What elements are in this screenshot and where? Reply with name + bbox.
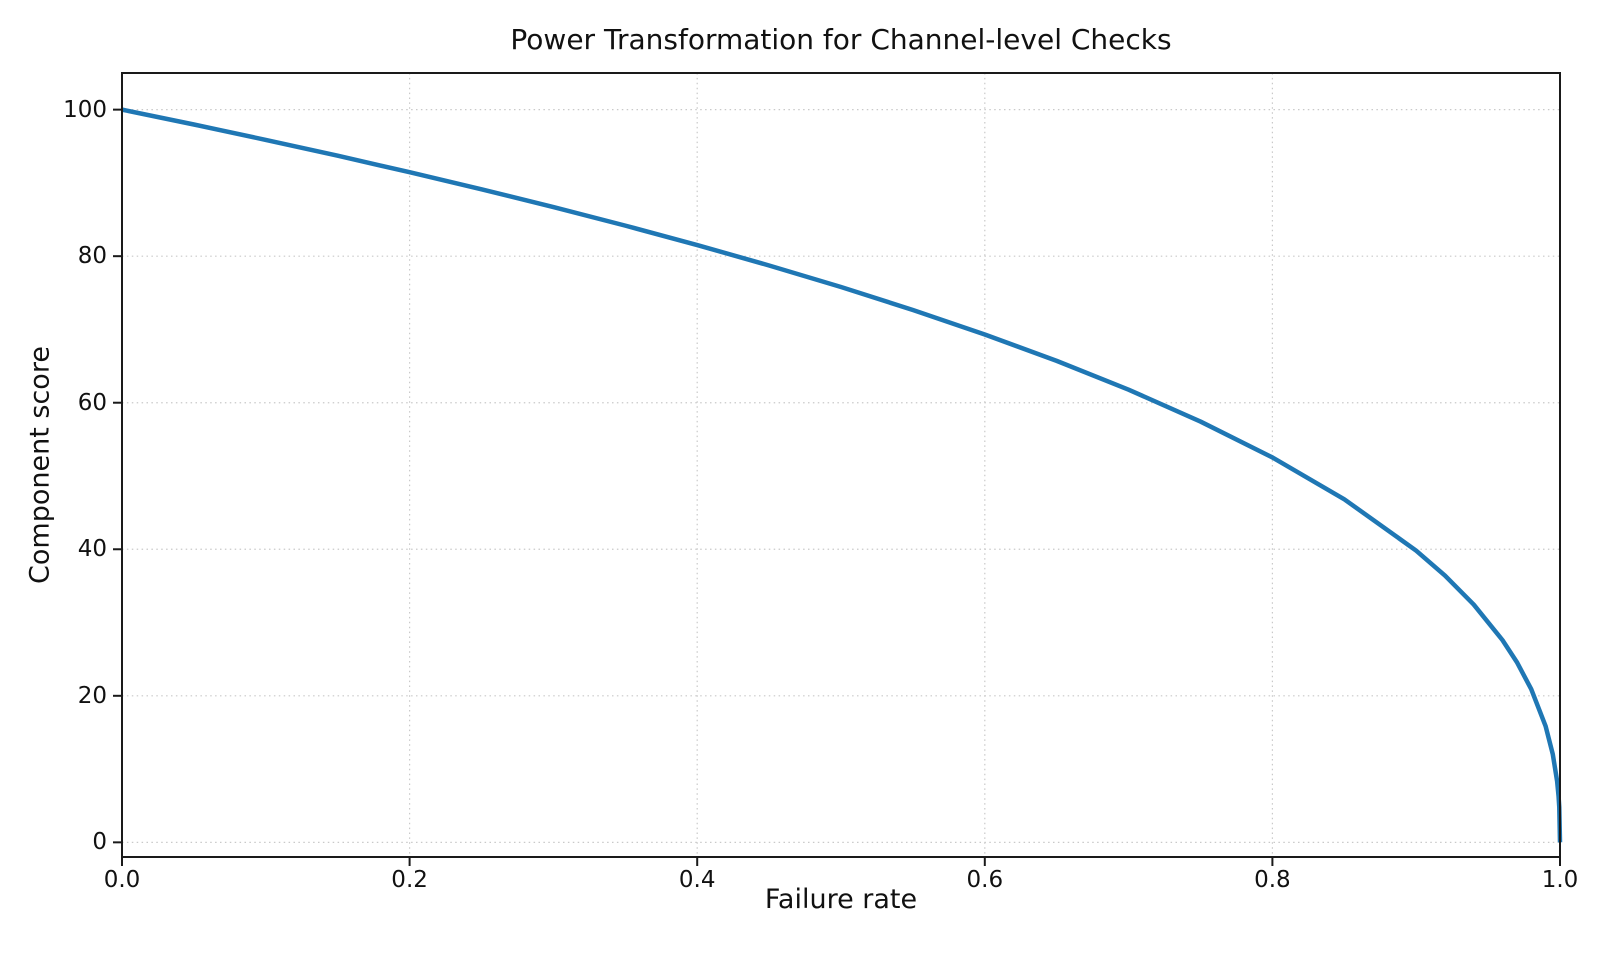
x-tick-label: 0.2 [391,867,428,893]
y-tick-label: 60 [77,389,107,416]
x-axis-label: Failure rate [764,884,918,915]
plot-area [113,72,1563,866]
y-tick-label: 100 [63,96,107,123]
y-tick-label: 0 [92,829,107,856]
x-tick-label: 0.8 [1254,867,1291,893]
plot-border [121,72,1561,858]
chart-title: Power Transformation for Channel-level C… [510,23,1172,56]
y-tick-label: 40 [77,536,107,563]
y-tick-label: 20 [77,682,107,709]
x-tick-label: 0.4 [678,867,716,893]
x-tick-label: 0.0 [103,867,141,893]
x-tick-label: 0.6 [966,867,1004,893]
x-tick-label: 1.0 [1541,867,1579,893]
y-tick-label: 80 [77,243,107,270]
score-curve [121,107,1563,843]
